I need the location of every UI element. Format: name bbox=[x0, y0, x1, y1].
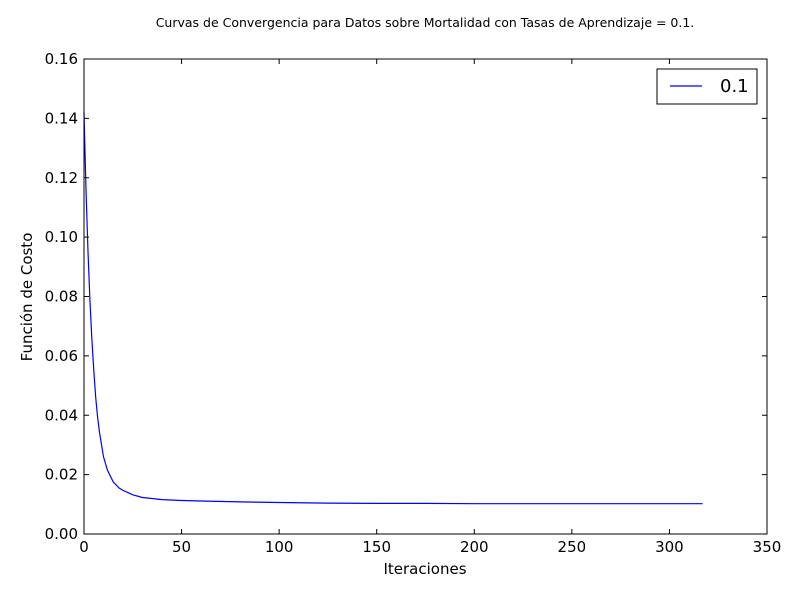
y-tick-label: 0.14 bbox=[45, 109, 78, 127]
y-tick-label: 0.16 bbox=[45, 50, 78, 68]
y-tick-label: 0.06 bbox=[45, 347, 78, 365]
legend-label-0.1: 0.1 bbox=[720, 76, 749, 97]
series-layer bbox=[83, 112, 703, 505]
y-tick-label: 0.04 bbox=[45, 406, 78, 424]
plot-frame bbox=[83, 58, 768, 535]
x-tick-label: 250 bbox=[558, 538, 587, 556]
y-tick-label: 0.12 bbox=[45, 169, 78, 187]
chart-title: Curvas de Convergencia para Datos sobre … bbox=[156, 15, 695, 30]
legend: 0.1 bbox=[656, 68, 758, 105]
y-tick-label: 0.10 bbox=[45, 228, 78, 246]
x-tick-label: 150 bbox=[362, 538, 391, 556]
y-tick-label: 0.08 bbox=[45, 288, 78, 306]
y-axis-ticks: 0.00 0.02 0.04 0.06 0.08 0.10 0.12 0.14 0.16 bbox=[45, 50, 767, 543]
y-tick-label: 0.00 bbox=[45, 525, 78, 543]
series-line-0.1 bbox=[83, 112, 703, 505]
x-tick-label: 300 bbox=[655, 538, 684, 556]
x-tick-label: 100 bbox=[265, 538, 294, 556]
x-tick-label: 350 bbox=[753, 538, 782, 556]
x-tick-label: 50 bbox=[172, 538, 191, 556]
x-axis-ticks: 0 50 100 150 200 250 300 350 bbox=[79, 59, 781, 556]
y-axis-label: Función de Costo bbox=[18, 233, 36, 362]
x-axis-label: Iteraciones bbox=[383, 560, 466, 578]
x-tick-label: 0 bbox=[79, 538, 89, 556]
x-tick-label: 200 bbox=[460, 538, 489, 556]
y-tick-label: 0.02 bbox=[45, 466, 78, 484]
plot-area bbox=[84, 59, 767, 534]
